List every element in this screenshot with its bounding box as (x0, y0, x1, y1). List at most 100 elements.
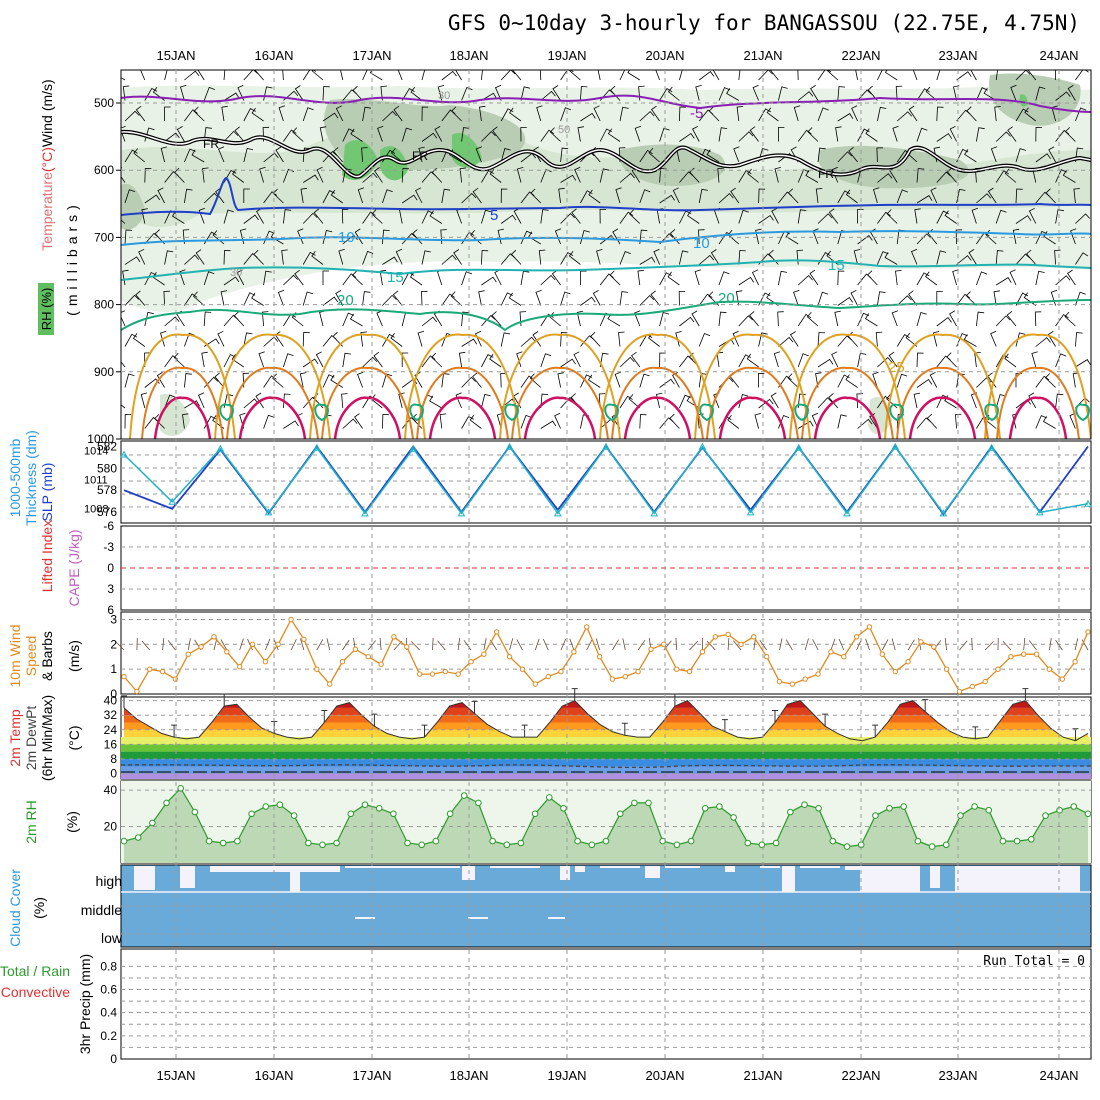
slp-tick-1011: 1011 (84, 475, 108, 487)
label-thickness: 1000-500mb (7, 438, 23, 517)
wind-barb (857, 312, 870, 327)
wind-barb (455, 392, 462, 409)
wind10-point (776, 678, 783, 685)
wind-barb (461, 127, 470, 142)
wind-barb (599, 209, 607, 224)
wind-barb (650, 290, 660, 306)
rh-point (319, 841, 326, 849)
date-bottom-18JAN: 18JAN (449, 1068, 488, 1083)
wind-barb (757, 373, 765, 388)
wind-barb (837, 270, 845, 286)
wind-barb (1067, 269, 1076, 286)
wind10-point (147, 666, 153, 672)
wind-barb (198, 207, 205, 224)
wind-barb (184, 293, 198, 306)
wind-barb (912, 70, 918, 81)
wind-barb (1015, 148, 1026, 163)
rh-point (1056, 806, 1063, 814)
rh-point (843, 843, 851, 850)
wind-barb (1028, 392, 1037, 409)
wind-barb (157, 187, 165, 204)
wind10-point (1033, 651, 1040, 657)
wind-barb (639, 414, 647, 429)
left-axis-labels: Temperature(°C)Wind(m/s) RH (%) (milliba… (0, 79, 93, 1054)
wind-barb (597, 70, 601, 81)
wind-barb (342, 352, 351, 368)
wind-barb (730, 187, 740, 204)
wind-barb (441, 293, 455, 306)
wind10-point (494, 629, 500, 635)
wind-barb (1075, 70, 1089, 81)
wind-barb (877, 70, 889, 81)
wind-barb (382, 414, 389, 429)
wind-barb (877, 173, 893, 183)
wind-barb (299, 372, 307, 388)
wind-barb (322, 86, 330, 101)
rh-point (390, 810, 397, 818)
rh-point (801, 801, 808, 809)
wind-barb (243, 147, 254, 163)
wind-barb (164, 250, 174, 265)
wind-barb (362, 106, 371, 122)
wind-barb (302, 251, 316, 265)
wind-barb (124, 414, 132, 429)
contour-25 (129, 333, 1091, 439)
wind-barb (500, 332, 511, 347)
rh-point (942, 841, 950, 849)
wind-barb (263, 270, 272, 286)
wind10-point (1008, 654, 1014, 660)
wind10-point (262, 659, 269, 665)
wind-barb (121, 352, 126, 368)
wind-barb (1055, 169, 1067, 183)
cloud-gaps (134, 866, 1080, 919)
wind-barb (659, 378, 675, 388)
wind-barb (619, 250, 631, 265)
cloud-gap (955, 866, 1080, 892)
wind-barb (182, 413, 189, 429)
wind-barb (350, 128, 363, 142)
wind10-point (159, 668, 166, 675)
slp-point (553, 509, 562, 517)
wind-barb (357, 371, 364, 388)
wind10-point (1072, 659, 1078, 665)
cloud-gap (134, 866, 155, 890)
wind-barb (806, 312, 819, 327)
rh-point (673, 841, 681, 849)
slp-point (843, 509, 851, 517)
wind-barb (409, 271, 423, 286)
wind-barb (895, 85, 903, 101)
wind-barb (255, 392, 264, 409)
wind-barb (758, 398, 774, 409)
svg-text:Temperature(°C)Wind(m/s): Temperature(°C)Wind (m/s) (39, 79, 55, 250)
wind-barb (983, 87, 997, 101)
wind-barb (618, 331, 625, 347)
wind10-barb (779, 638, 783, 651)
slp-point (1084, 499, 1092, 507)
wind-barb (651, 105, 660, 122)
wind-barb (785, 231, 799, 245)
wind-barb (135, 105, 146, 122)
temp-errorbar (521, 724, 528, 738)
wind-barb (873, 187, 880, 204)
wind-barb (421, 132, 438, 142)
wind10-tick-3: 3 (110, 612, 117, 626)
wind-barb (1055, 353, 1067, 368)
wind-barb (815, 188, 823, 204)
date-gridlines (175, 70, 1060, 1059)
wind-barb (629, 209, 641, 224)
wind-barb (300, 187, 307, 204)
wind-barb (1075, 359, 1091, 368)
wind-barb (140, 70, 146, 81)
wind-barb (217, 146, 225, 163)
wind-barb (458, 351, 466, 368)
pressure-tick-600: 600 (94, 163, 114, 177)
wind-barb (277, 289, 285, 306)
wind-barb (292, 127, 304, 142)
wind-barb (1072, 372, 1080, 388)
wind10-barb (675, 637, 678, 651)
wind-barb (421, 290, 428, 306)
contour-teal-loop (984, 403, 999, 422)
wind-barb (817, 213, 833, 224)
date-bottom-15JAN: 15JAN (156, 1068, 195, 1083)
wind-barb (963, 334, 977, 347)
